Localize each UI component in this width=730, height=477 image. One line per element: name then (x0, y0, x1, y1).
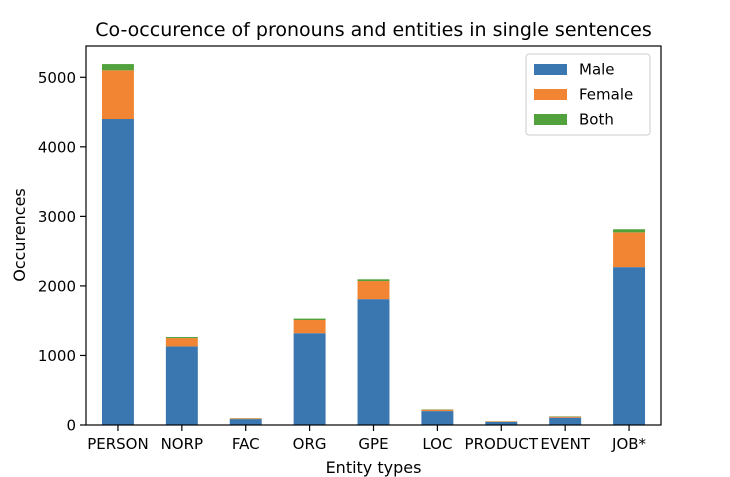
bar-female-product (485, 421, 518, 422)
bar-female-norp (165, 338, 198, 347)
bar-both-norp (165, 337, 198, 339)
legend-swatch-both (534, 114, 567, 125)
bar-male-gpe (357, 299, 390, 425)
legend-label-both: Both (579, 111, 614, 129)
bars-layer (101, 64, 646, 426)
bar-both-gpe (357, 279, 390, 282)
legend-swatch-female (534, 89, 567, 100)
bar-male-person (101, 119, 134, 426)
bar-male-norp (165, 346, 198, 425)
x-tick-label: ORG (293, 435, 327, 453)
y-tick-label: 0 (66, 417, 76, 435)
y-axis: 0 1000 2000 3000 4000 5000 (38, 69, 86, 435)
x-tick-label: GPE (358, 435, 388, 453)
bar-male-org (293, 333, 326, 425)
x-axis-label: Entity types (326, 458, 422, 477)
bar-female-gpe (357, 281, 390, 300)
bar-female-event (549, 416, 582, 418)
bar-female-job (613, 232, 646, 268)
x-tick-label: EVENT (540, 435, 590, 453)
legend-swatch-male (534, 64, 567, 75)
x-tick-label: PERSON (87, 435, 149, 453)
bar-male-event (549, 417, 582, 425)
chart-title: Co-occurence of pronouns and entities in… (95, 19, 652, 41)
legend: Male Female Both (525, 53, 651, 136)
x-tick-label: FAC (232, 435, 260, 453)
x-tick-label: PRODUCT (465, 435, 539, 453)
bar-male-job (613, 267, 646, 425)
bar-male-fac (229, 419, 262, 425)
x-tick-label: JOB* (611, 435, 647, 453)
bar-both-person (101, 64, 134, 71)
y-tick-label: 4000 (38, 138, 76, 156)
bar-male-product (485, 421, 518, 425)
bar-female-loc (421, 409, 454, 412)
bar-both-org (293, 318, 326, 320)
bar-female-fac (229, 418, 262, 420)
legend-label-female: Female (579, 86, 633, 104)
bar-female-person (101, 70, 134, 120)
legend-label-male: Male (579, 61, 615, 79)
y-tick-label: 3000 (38, 208, 76, 226)
y-axis-label: Occurences (10, 188, 29, 282)
x-axis: PERSON NORP FAC ORG GPE LOC PRODUCT EVENT JOB* (87, 425, 647, 453)
x-tick-label: NORP (161, 435, 204, 453)
y-tick-label: 5000 (38, 69, 76, 87)
bar-female-org (293, 319, 326, 334)
y-tick-label: 2000 (38, 277, 76, 295)
bar-male-loc (421, 411, 454, 425)
y-tick-label: 1000 (38, 347, 76, 365)
bar-both-job (613, 229, 646, 233)
x-tick-label: LOC (422, 435, 452, 453)
